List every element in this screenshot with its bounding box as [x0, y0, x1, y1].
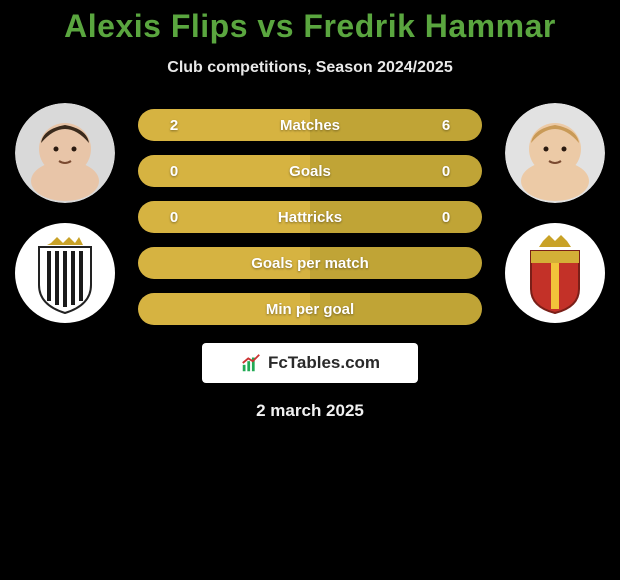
stat-label: Goals	[194, 163, 426, 180]
stat-left-value: 0	[154, 209, 194, 226]
club-right-badge	[505, 223, 605, 323]
stat-bar-matches: 2Matches6	[138, 109, 482, 141]
stat-bar-goals-per-match: Goals per match	[138, 247, 482, 279]
player-left-avatar	[15, 103, 115, 203]
stat-bar-min-per-goal: Min per goal	[138, 293, 482, 325]
title-player1: Alexis Flips	[64, 8, 248, 44]
stat-label: Matches	[194, 117, 426, 134]
stat-bars: 2Matches60Goals00Hattricks0Goals per mat…	[120, 103, 500, 325]
stat-bar-goals: 0Goals0	[138, 155, 482, 187]
stat-label: Min per goal	[194, 301, 426, 318]
face-icon	[505, 103, 605, 203]
club-left-badge	[15, 223, 115, 323]
face-icon	[15, 103, 115, 203]
date-text: 2 march 2025	[0, 401, 620, 421]
stat-bar-hattricks: 0Hattricks0	[138, 201, 482, 233]
stat-label: Goals per match	[194, 255, 426, 272]
club-emblem-icon	[15, 223, 115, 323]
stat-right-value: 0	[426, 209, 466, 226]
subtitle: Club competitions, Season 2024/2025	[0, 59, 620, 77]
player-right-avatar	[505, 103, 605, 203]
chart-icon	[240, 352, 262, 374]
stat-left-value: 2	[154, 117, 194, 134]
stat-right-value: 0	[426, 163, 466, 180]
left-column	[10, 103, 120, 323]
stat-right-value: 6	[426, 117, 466, 134]
comparison-card: Alexis Flips vs Fredrik Hammar Club comp…	[0, 0, 620, 421]
club-emblem-icon	[505, 223, 605, 323]
page-title: Alexis Flips vs Fredrik Hammar	[0, 8, 620, 45]
right-column	[500, 103, 610, 323]
stat-left-value: 0	[154, 163, 194, 180]
comparison-row: 2Matches60Goals00Hattricks0Goals per mat…	[0, 103, 620, 325]
title-player2: Fredrik Hammar	[303, 8, 555, 44]
footer-logo-text: FcTables.com	[268, 353, 380, 373]
title-vs: vs	[248, 8, 303, 44]
stat-label: Hattricks	[194, 209, 426, 226]
footer-logo: FcTables.com	[202, 343, 418, 383]
